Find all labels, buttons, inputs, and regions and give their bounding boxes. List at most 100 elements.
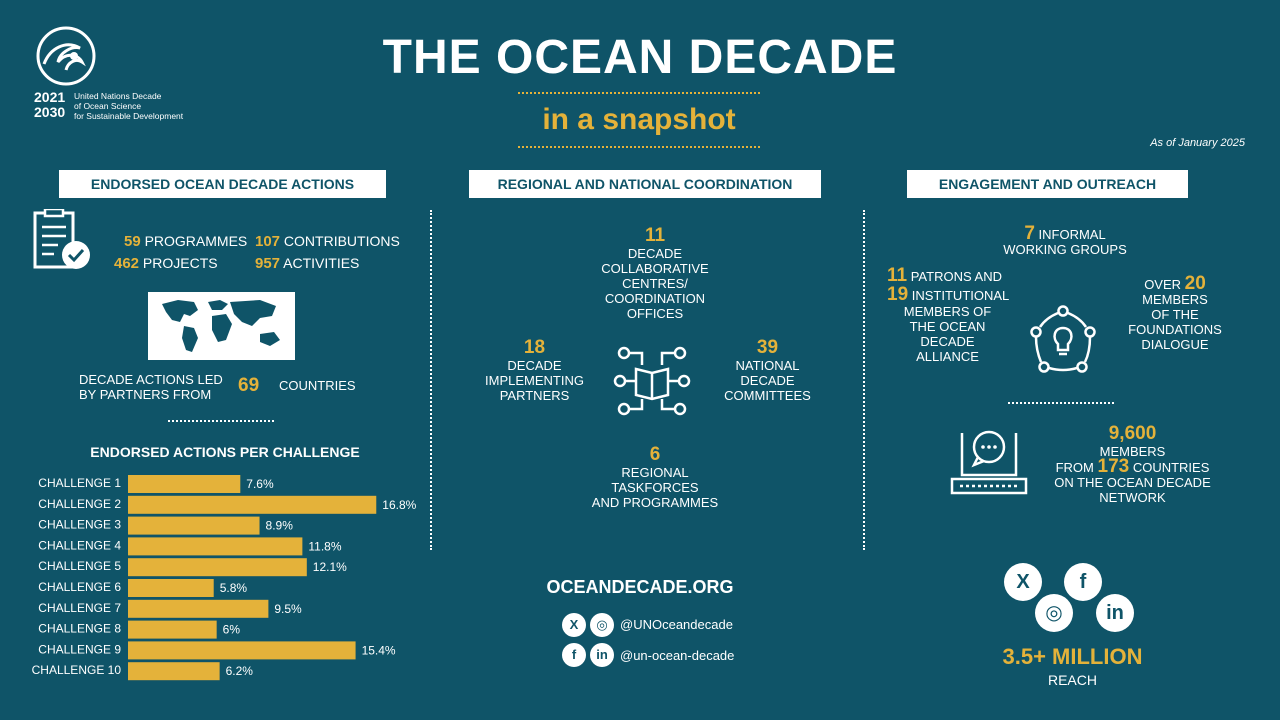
partners-count: 18 <box>523 337 546 358</box>
foundations-line4: DIALOGUE <box>1141 337 1209 352</box>
bar <box>128 475 241 493</box>
column-divider-1 <box>430 210 432 550</box>
countries-text-line2: BY PARTNERS FROM <box>79 387 212 402</box>
bar <box>128 516 260 535</box>
challenge-bar-chart: CHALLENGE 1 7.6% CHALLENGE 2 16.8% CHALLENGE… <box>32 475 417 681</box>
bar-category-label: CHALLENGE 8 <box>38 622 121 636</box>
activities-stat: 957 ACTIVITIES <box>255 254 359 273</box>
facebook-large-icon[interactable]: f <box>1064 563 1102 601</box>
lightbulb-cycle-icon <box>1030 305 1096 373</box>
bar-value-label: 7.6% <box>246 477 274 491</box>
bar-category-label: CHALLENGE 4 <box>38 538 121 552</box>
collaborative-centres-stat: 11 DECADE COLLABORATIVE CENTRES/ COORDIN… <box>580 226 730 322</box>
partners-line2: IMPLEMENTING <box>485 373 584 388</box>
groups-count: 7 <box>1024 223 1035 244</box>
bar-value-label: 16.8% <box>382 498 416 512</box>
logo-line1: United Nations Decade <box>74 91 162 101</box>
network-countries-count: 173 <box>1097 456 1130 477</box>
countries-text-line1: DECADE ACTIONS LED <box>79 372 223 387</box>
foundations-stat: OVER 20 MEMBERS OF THE FOUNDATIONS DIALO… <box>1120 273 1230 352</box>
projects-count: 462 <box>114 255 140 272</box>
centres-line3: CENTRES/ <box>622 276 688 291</box>
institutional-label: INSTITUTIONAL <box>911 288 1010 303</box>
foundations-count: 20 <box>1184 273 1206 294</box>
groups-line1: INFORMAL <box>1038 227 1106 242</box>
network-from: FROM <box>1055 460 1094 475</box>
alliance-line1: MEMBERS OF <box>903 304 992 319</box>
countries-count: 69 <box>238 375 260 396</box>
bar-category-label: CHALLENGE 6 <box>38 580 121 594</box>
ocean-decade-network-stat: 9,600 MEMBERS FROM 173 COUNTRIES ON THE … <box>1045 423 1220 506</box>
instagram-icon[interactable]: ◎ <box>590 613 614 637</box>
projects-stat: 462 PROJECTS <box>114 254 218 273</box>
programmes-label: PROGRAMMES <box>144 233 248 249</box>
bar <box>128 537 303 556</box>
ocean-decade-logo: 2021 2030 United Nations Decade of Ocean… <box>34 26 204 126</box>
working-groups-stat: 7 INFORMAL WORKING GROUPS <box>985 223 1145 257</box>
network-countries-label: COUNTRIES <box>1132 460 1210 475</box>
centres-line2: COLLABORATIVE <box>601 261 709 276</box>
institutional-count: 19 <box>887 284 909 305</box>
ocean-decade-logo-icon <box>36 26 96 86</box>
bar-category-label: CHALLENGE 9 <box>38 642 121 656</box>
page-subtitle: in a snapshot <box>518 92 760 148</box>
activities-label: ACTIVITIES <box>283 255 360 271</box>
bar-category-label: CHALLENGE 5 <box>38 559 121 573</box>
website-link[interactable]: OCEANDECADE.ORG <box>546 577 734 597</box>
instagram-large-icon[interactable]: ◎ <box>1035 594 1073 632</box>
groups-line2: WORKING GROUPS <box>1003 242 1127 257</box>
world-map-icon <box>148 292 295 360</box>
alliance-label: MEMBERS OF THE OCEAN DECADE ALLIANCE <box>895 304 1000 364</box>
implementing-partners-stat: 18 DECADE IMPLEMENTING PARTNERS <box>472 337 597 404</box>
x-large-icon[interactable]: X <box>1004 563 1042 601</box>
alliance-line4: ALLIANCE <box>916 349 979 364</box>
logo-year-end: 2030 <box>34 104 66 120</box>
bar <box>128 641 356 660</box>
contributions-count: 107 <box>255 233 281 250</box>
bar <box>128 620 217 639</box>
contributions-stat: 107 CONTRIBUTIONS <box>255 232 400 251</box>
reach-count: 3.5+ MILLION <box>1002 644 1143 669</box>
logo-year-start: 2021 <box>34 89 66 105</box>
foundations-line1: MEMBERS <box>1142 292 1208 307</box>
facebook-icon[interactable]: f <box>562 643 586 667</box>
x-icon[interactable]: X <box>562 613 586 637</box>
bar-value-label: 8.9% <box>266 519 294 533</box>
chart-title: ENDORSED ACTIONS PER CHALLENGE <box>90 444 360 460</box>
logo-line2: of Ocean Science <box>74 101 142 111</box>
foundations-line3: FOUNDATIONS <box>1128 322 1222 337</box>
reach-label: REACH <box>1047 672 1097 688</box>
patrons-label: PATRONS AND <box>910 269 1002 284</box>
programmes-stat: 59 PROGRAMMES <box>124 232 247 251</box>
taskforces-line1: REGIONAL <box>621 465 689 480</box>
bar-category-label: CHALLENGE 10 <box>32 663 122 677</box>
page-title: THE OCEAN DECADE <box>382 31 898 84</box>
checklist-icon <box>33 209 90 269</box>
section-regional-coordination: REGIONAL AND NATIONAL COORDINATION <box>469 170 821 198</box>
national-committees-stat: 39 NATIONAL DECADE COMMITTEES <box>710 338 825 404</box>
bar-category-label: CHALLENGE 7 <box>38 601 121 615</box>
section-endorsed-actions: ENDORSED OCEAN DECADE ACTIONS <box>59 170 386 198</box>
bar-value-label: 9.5% <box>274 602 302 616</box>
activities-count: 957 <box>255 255 281 272</box>
bar-value-label: 15.4% <box>362 643 396 657</box>
committees-line1: NATIONAL <box>735 358 800 373</box>
column-divider-2 <box>863 210 865 550</box>
centres-line5: OFFICES <box>626 306 684 321</box>
network-count: 9,600 <box>1108 423 1157 444</box>
linkedin-large-icon[interactable]: in <box>1096 594 1134 632</box>
social-handle-1[interactable]: @UNOceandecade <box>620 617 733 632</box>
bar-category-label: CHALLENGE 2 <box>38 497 121 511</box>
patrons-count: 11 <box>887 265 908 286</box>
linkedin-icon[interactable]: in <box>590 643 614 667</box>
countries-label: COUNTRIES <box>279 378 356 393</box>
divider-dotted-1 <box>168 420 274 422</box>
bar <box>128 662 220 681</box>
institutional-stat: 19 INSTITUTIONAL <box>887 284 1010 305</box>
bar-value-label: 5.8% <box>220 581 248 595</box>
bar-value-label: 12.1% <box>313 560 347 574</box>
bar <box>128 495 377 514</box>
bar-value-label: 6.2% <box>226 664 254 678</box>
network-line4: NETWORK <box>1099 490 1166 505</box>
social-handle-2[interactable]: @un-ocean-decade <box>620 648 735 663</box>
